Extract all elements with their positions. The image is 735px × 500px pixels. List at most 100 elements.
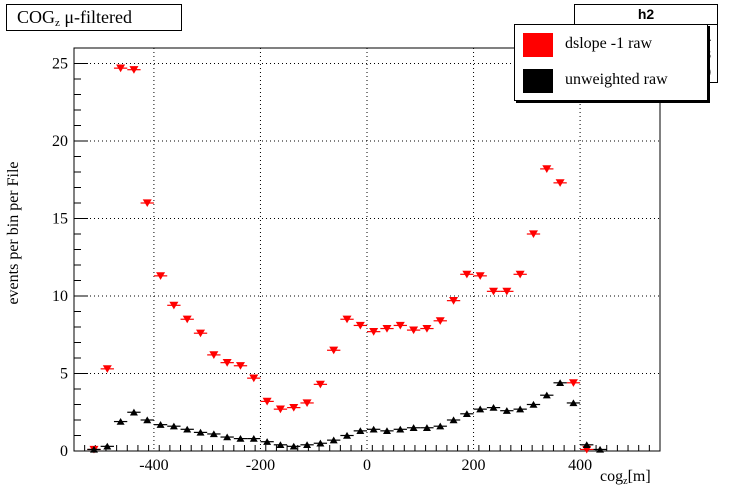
legend: dslope -1 raw unweighted raw [514, 24, 708, 101]
data-point [528, 230, 538, 239]
data-point [382, 427, 391, 435]
data-point [343, 431, 352, 439]
data-point [142, 199, 152, 208]
grid-lines [74, 48, 660, 451]
data-point [489, 404, 498, 411]
y-tick-label: 15 [52, 211, 68, 228]
data-point [169, 301, 179, 310]
data-point [129, 66, 139, 74]
data-point [263, 438, 272, 445]
legend-swatch-red [523, 33, 553, 57]
data-point [556, 379, 565, 386]
data-point [249, 374, 259, 383]
x-axis-title-subscript: z [623, 476, 628, 487]
data-point [355, 321, 365, 330]
data-point [395, 321, 405, 330]
legend-entry-dslope: dslope -1 raw [523, 31, 705, 59]
data-point [436, 422, 445, 430]
x-tick-label: 0 [363, 457, 371, 474]
data-point [236, 435, 245, 442]
data-point [329, 346, 339, 355]
series-unweighted [87, 379, 607, 453]
data-point [582, 441, 591, 448]
data-point [422, 324, 432, 333]
data-point [462, 410, 471, 417]
legend-label-unweighted: unweighted raw [565, 71, 668, 88]
legend-entry-unweighted: unweighted raw [523, 67, 705, 95]
data-point [502, 407, 511, 414]
x-tick-label: -400 [139, 457, 168, 474]
data-point [449, 416, 458, 424]
axes: -400 -200 0 200 400 0 5 10 15 20 25 [52, 47, 661, 474]
data-point [329, 436, 338, 444]
data-point [315, 380, 325, 389]
data-point [516, 405, 525, 413]
data-point [542, 165, 552, 173]
data-point [156, 272, 166, 280]
data-point [102, 365, 112, 373]
chart-title-main: COG [17, 7, 56, 27]
data-point [555, 179, 565, 187]
legend-swatch-black [523, 69, 553, 93]
data-point [289, 442, 298, 450]
data-point [382, 324, 392, 333]
data-point [449, 297, 459, 305]
data-point [289, 404, 299, 412]
data-point [143, 416, 152, 424]
x-tick-label: 200 [462, 457, 486, 474]
chart-title-subscript: z [55, 17, 60, 29]
data-point [196, 329, 206, 338]
data-point [435, 317, 445, 325]
data-point [129, 408, 138, 416]
chart-title: COGz μ-filtered [6, 4, 182, 31]
y-tick-label: 20 [52, 133, 68, 150]
data-point [235, 362, 245, 370]
data-point [196, 428, 205, 436]
data-series [87, 64, 607, 454]
data-point [475, 272, 485, 280]
data-point [568, 379, 578, 387]
data-point [209, 351, 219, 359]
data-point [182, 315, 192, 324]
data-point [249, 435, 258, 442]
data-point [89, 445, 98, 453]
data-point [103, 442, 112, 450]
y-tick-label: 10 [52, 288, 68, 305]
series-dslope [87, 64, 594, 454]
y-tick-label: 25 [52, 56, 68, 73]
data-point [275, 405, 285, 414]
stats-histogram-name: h2 [575, 5, 717, 25]
x-axis-title: cogz[m] [600, 468, 651, 487]
data-point [169, 422, 178, 430]
data-point [223, 433, 232, 441]
data-point [596, 445, 605, 453]
x-axis-title-main: cog [600, 468, 624, 485]
data-point [116, 417, 125, 425]
data-point [369, 328, 379, 336]
data-point [396, 425, 405, 433]
data-point [342, 315, 352, 324]
data-point [262, 397, 272, 406]
data-point [222, 359, 232, 367]
data-point [409, 326, 419, 335]
data-point [569, 399, 578, 407]
data-point [356, 427, 365, 435]
x-tick-label: 400 [568, 457, 592, 474]
data-point [489, 287, 499, 296]
data-point [116, 64, 126, 73]
data-point [476, 405, 485, 413]
data-point [156, 421, 165, 428]
data-point [316, 439, 325, 447]
data-point [542, 391, 551, 399]
y-tick-label: 0 [60, 443, 68, 460]
data-point [515, 270, 525, 279]
x-tick-label: -200 [246, 457, 275, 474]
data-point [276, 441, 285, 448]
x-axis-title-rest: [m] [627, 468, 651, 485]
data-point [369, 425, 378, 433]
data-point [302, 399, 312, 407]
data-point [183, 425, 192, 433]
legend-label-dslope: dslope -1 raw [565, 35, 653, 52]
data-point [303, 441, 312, 448]
